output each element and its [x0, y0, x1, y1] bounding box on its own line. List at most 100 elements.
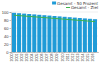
- tick-mark: [54, 52, 55, 53]
- tick-mark: [39, 52, 40, 53]
- tick-label: 2003: [25, 54, 29, 62]
- tick-label: 2009: [55, 54, 59, 62]
- tick-mark: [10, 52, 12, 53]
- bar: [73, 18, 77, 52]
- tick-mark: [79, 52, 80, 53]
- tick-label: 2008: [50, 54, 54, 62]
- tick-label: 2006: [40, 54, 44, 62]
- tick-label: 2013: [76, 54, 80, 62]
- tick-mark: [10, 12, 12, 13]
- tick: 2013: [76, 52, 80, 62]
- tick-mark: [89, 52, 90, 53]
- bar: [58, 16, 62, 52]
- bar: [22, 14, 26, 52]
- axis-line: [12, 52, 99, 54]
- tick-label: 2002: [20, 54, 24, 62]
- tick-mark: [44, 52, 45, 53]
- bar: [83, 18, 87, 52]
- tick: 2009: [55, 52, 59, 62]
- bar: [37, 15, 41, 52]
- bar: [42, 15, 46, 52]
- legend-swatch: [52, 2, 56, 5]
- legend-item: Gesamt - Ziel: [66, 5, 98, 10]
- tick-label: 2015: [86, 54, 90, 62]
- bar: [27, 14, 31, 52]
- tick-mark: [10, 28, 12, 29]
- tick-mark: [10, 20, 12, 21]
- bar: [93, 19, 97, 52]
- tick: 2011: [66, 52, 70, 61]
- tick-label: 2011: [66, 54, 70, 62]
- tick-label: 80: [4, 18, 9, 23]
- bar: [12, 13, 16, 52]
- tick: 2005: [35, 52, 39, 62]
- bar: [78, 18, 82, 52]
- tick: 2010: [61, 52, 65, 62]
- tick: 2004: [30, 52, 34, 62]
- tick: 2016: [91, 52, 95, 62]
- tick-mark: [64, 52, 65, 53]
- tick-label: 2016: [91, 54, 95, 62]
- tick-label: 2005: [35, 54, 39, 62]
- tick-mark: [10, 44, 12, 45]
- tick-mark: [19, 52, 20, 53]
- bar: [17, 13, 21, 52]
- tick: 40: [4, 34, 11, 39]
- tick-mark: [14, 52, 15, 53]
- tick-label: 20: [4, 42, 9, 47]
- tick-mark: [69, 52, 70, 53]
- tick: 80: [4, 18, 11, 23]
- tick-mark: [74, 52, 75, 53]
- tick: 2000: [10, 52, 14, 62]
- tick-label: 2010: [61, 54, 65, 62]
- tick-mark: [10, 36, 12, 37]
- tick-mark: [59, 52, 60, 53]
- tick-mark: [34, 52, 35, 53]
- axis-line: [10, 13, 12, 53]
- tick-mark: [94, 52, 95, 53]
- tick-label: 2000: [10, 54, 14, 62]
- legend: Gesamt - 50 ProzentGesamt - Ziel: [52, 1, 98, 11]
- tick-label: 60: [4, 26, 9, 31]
- tick-label: 2012: [71, 54, 75, 62]
- tick: 100: [2, 10, 11, 15]
- legend-swatch: [66, 7, 70, 8]
- tick: 20: [4, 42, 11, 47]
- tick-label: 2001: [15, 54, 19, 62]
- tick-label: 2007: [45, 54, 49, 62]
- tick: 2015: [86, 52, 90, 62]
- bar: [63, 17, 67, 52]
- grid-line: [11, 12, 98, 13]
- legend-label: Gesamt - Ziel: [71, 5, 98, 10]
- tick-label: 2004: [30, 54, 34, 62]
- marks: [12, 13, 97, 52]
- tick: 2007: [45, 52, 49, 62]
- tick: 2014: [81, 52, 85, 62]
- tick: 2012: [71, 52, 75, 62]
- bar: [32, 14, 36, 52]
- tick: 2003: [25, 52, 29, 62]
- tick-mark: [24, 52, 25, 53]
- plot: 0 20 40 60 80 100 2000200120022003200420052006…: [2, 10, 99, 62]
- tick: 60: [4, 26, 11, 31]
- x-axis: 2000200120022003200420052006200720082009…: [10, 52, 99, 62]
- tick-mark: [84, 52, 85, 53]
- tick-label: 0: [6, 50, 9, 55]
- y-axis: 0 20 40 60 80 100: [2, 10, 12, 55]
- chart: 0 20 40 60 80 100 2000200120022003200420052006…: [0, 0, 100, 64]
- bar-series: [12, 13, 97, 52]
- tick: 2001: [15, 52, 19, 62]
- bar: [47, 16, 51, 52]
- bar: [52, 16, 56, 52]
- tick-label: 100: [2, 10, 9, 15]
- tick-mark: [49, 52, 50, 53]
- tick-label: 2014: [81, 54, 85, 62]
- tick: 2008: [50, 52, 54, 62]
- grid: [11, 12, 98, 52]
- tick: 2002: [20, 52, 24, 62]
- line: [14, 15, 95, 21]
- tick-label: 40: [4, 34, 9, 39]
- bar: [68, 17, 72, 52]
- tick-mark: [29, 52, 30, 53]
- bar: [88, 19, 92, 52]
